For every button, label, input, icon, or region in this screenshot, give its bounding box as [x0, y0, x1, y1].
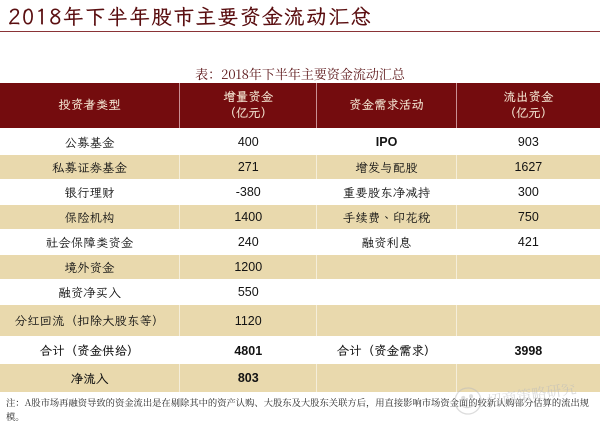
- svg-text:招商策略研究: 招商策略研究: [485, 384, 577, 412]
